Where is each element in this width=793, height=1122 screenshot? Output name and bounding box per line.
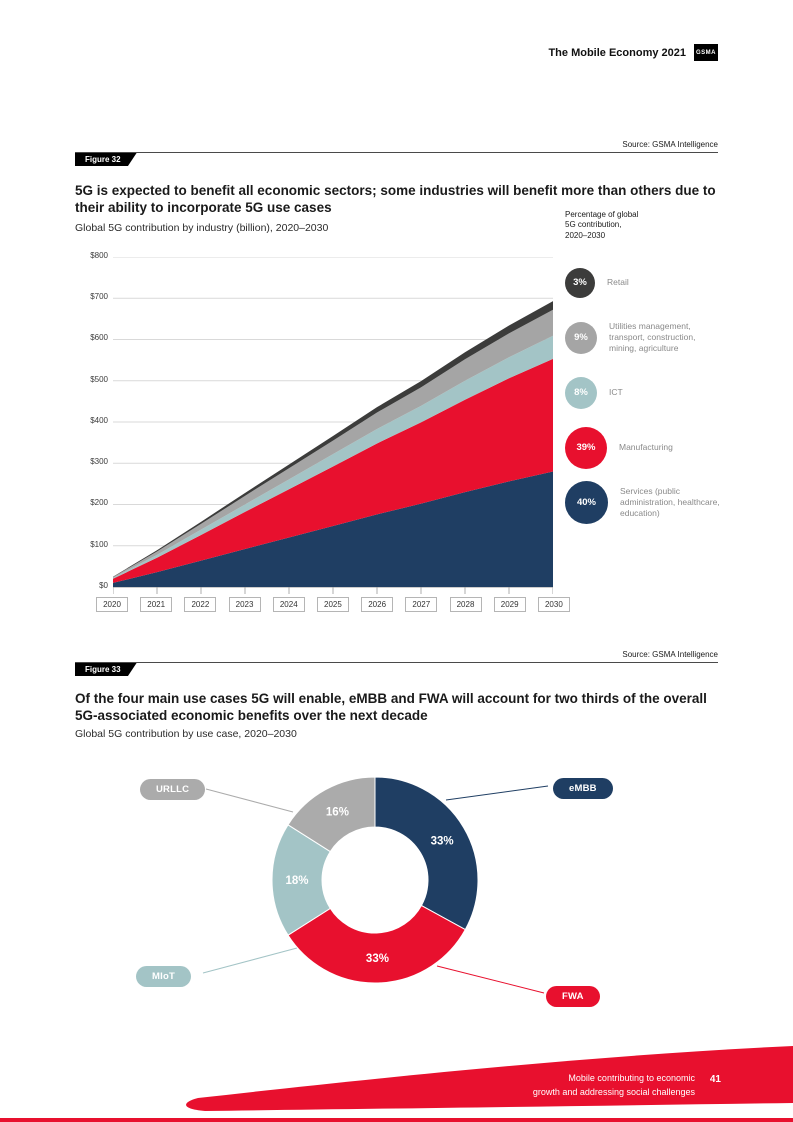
figure33-subtitle: Global 5G contribution by use case, 2020… <box>75 728 297 740</box>
callout-line-urllc <box>205 788 294 813</box>
legend-dot: 3% <box>565 267 595 298</box>
label-miot: MIoT <box>136 966 191 987</box>
y-axis-tick: $400 <box>90 416 108 425</box>
x-axis-year: 2021 <box>140 597 173 612</box>
svg-text:16%: 16% <box>326 807 349 819</box>
legend-item-utilities: 9% Utilities management, transport, cons… <box>565 310 725 365</box>
y-axis-tick: $300 <box>90 457 108 466</box>
figure32-header: Source: GSMA Intelligence Figure 32 <box>75 140 718 166</box>
figure32-title: 5G is expected to benefit all economic s… <box>75 183 716 216</box>
figure33-tag: Figure 33 <box>75 663 137 676</box>
page-number: 41 <box>709 1074 721 1085</box>
legend-header: Percentage of global 5G contribution, 20… <box>565 210 639 240</box>
footer-swoosh <box>186 1046 793 1111</box>
callout-line-fwa <box>436 965 545 994</box>
callout-line-miot <box>202 947 298 974</box>
legend-item-label: Services (public administration, healthc… <box>620 486 720 519</box>
figure33-rule: Figure 33 <box>75 662 718 676</box>
x-axis-year: 2027 <box>405 597 438 612</box>
legend-item-label: Manufacturing <box>619 442 673 453</box>
legend-item-retail: 3% Retail <box>565 255 725 310</box>
figure32-tag: Figure 32 <box>75 153 137 166</box>
label-fwa: FWA <box>546 986 600 1007</box>
y-axis-tick: $200 <box>90 498 108 507</box>
stacked-area-chart: $800 $700 $600 $500 $400 $300 $200 $100 … <box>75 245 570 625</box>
label-embb: eMBB <box>553 778 613 799</box>
figure32-subtitle: Global 5G contribution by industry (bill… <box>75 222 329 234</box>
y-axis-tick: $700 <box>90 292 108 301</box>
legend-item-services: 40% Services (public administration, hea… <box>565 475 725 530</box>
figure33-source: Source: GSMA Intelligence <box>622 650 718 659</box>
bottom-edge-bar <box>0 1118 793 1122</box>
legend-dot: 40% <box>565 481 608 525</box>
stacked-area-svg <box>113 257 553 594</box>
x-axis-year: 2030 <box>537 597 570 612</box>
y-axis-tick: $500 <box>90 375 108 384</box>
legend-dot: 9% <box>565 321 597 354</box>
figure32-rule: Figure 32 <box>75 152 718 166</box>
gsma-logo: GSMA <box>694 44 718 61</box>
y-axis-tick: $0 <box>99 581 108 590</box>
legend-item-label: Retail <box>607 277 629 288</box>
callout-line-embb <box>445 785 549 801</box>
x-axis: 2020 2021 2022 2023 2024 2025 2026 2027 … <box>96 597 570 612</box>
x-axis-year: 2023 <box>228 597 261 612</box>
y-axis-tick: $600 <box>90 333 108 342</box>
legend-dot: 8% <box>565 376 597 409</box>
figure33-header: Source: GSMA Intelligence Figure 33 <box>75 650 718 676</box>
x-axis-year: 2020 <box>96 597 128 612</box>
legend-item-manufacturing: 39% Manufacturing <box>565 420 725 475</box>
label-urllc: URLLC <box>140 779 206 800</box>
legend-item-ict: 8% ICT <box>565 365 725 420</box>
report-title: The Mobile Economy 2021 <box>548 46 686 59</box>
x-axis-year: 2025 <box>316 597 349 612</box>
figure32-source: Source: GSMA Intelligence <box>622 140 718 149</box>
figure32-legend: Percentage of global 5G contribution, 20… <box>565 210 725 530</box>
svg-text:33%: 33% <box>431 835 454 847</box>
x-axis-year: 2024 <box>272 597 305 612</box>
legend-item-label: Utilities management, transport, constru… <box>609 321 696 354</box>
legend-dot: 39% <box>565 426 607 469</box>
svg-text:33%: 33% <box>366 953 389 965</box>
legend-item-label: ICT <box>609 387 623 398</box>
footer-caption-line1: Mobile contributing to economic <box>568 1073 695 1083</box>
figure33-title: Of the four main use cases 5G will enabl… <box>75 691 707 724</box>
x-axis-year: 2029 <box>493 597 526 612</box>
svg-text:18%: 18% <box>285 875 308 887</box>
x-axis-year: 2028 <box>449 597 482 612</box>
footer-caption-line2: growth and addressing social challenges <box>532 1086 695 1097</box>
y-axis-tick: $800 <box>90 251 108 260</box>
x-axis-year: 2026 <box>361 597 394 612</box>
page-header: The Mobile Economy 2021 GSMA <box>548 44 718 61</box>
footer-swoosh-svg <box>186 1046 793 1111</box>
y-axis-tick: $100 <box>90 540 108 549</box>
x-axis-year: 2022 <box>184 597 217 612</box>
donut-chart: 33% 33% 18% 16% URLLC eMBB MIoT FWA <box>0 755 793 1055</box>
footer-caption: Mobile contributing to economic growth a… <box>533 1072 695 1099</box>
donut-svg: 33% 33% 18% 16% <box>202 776 549 994</box>
